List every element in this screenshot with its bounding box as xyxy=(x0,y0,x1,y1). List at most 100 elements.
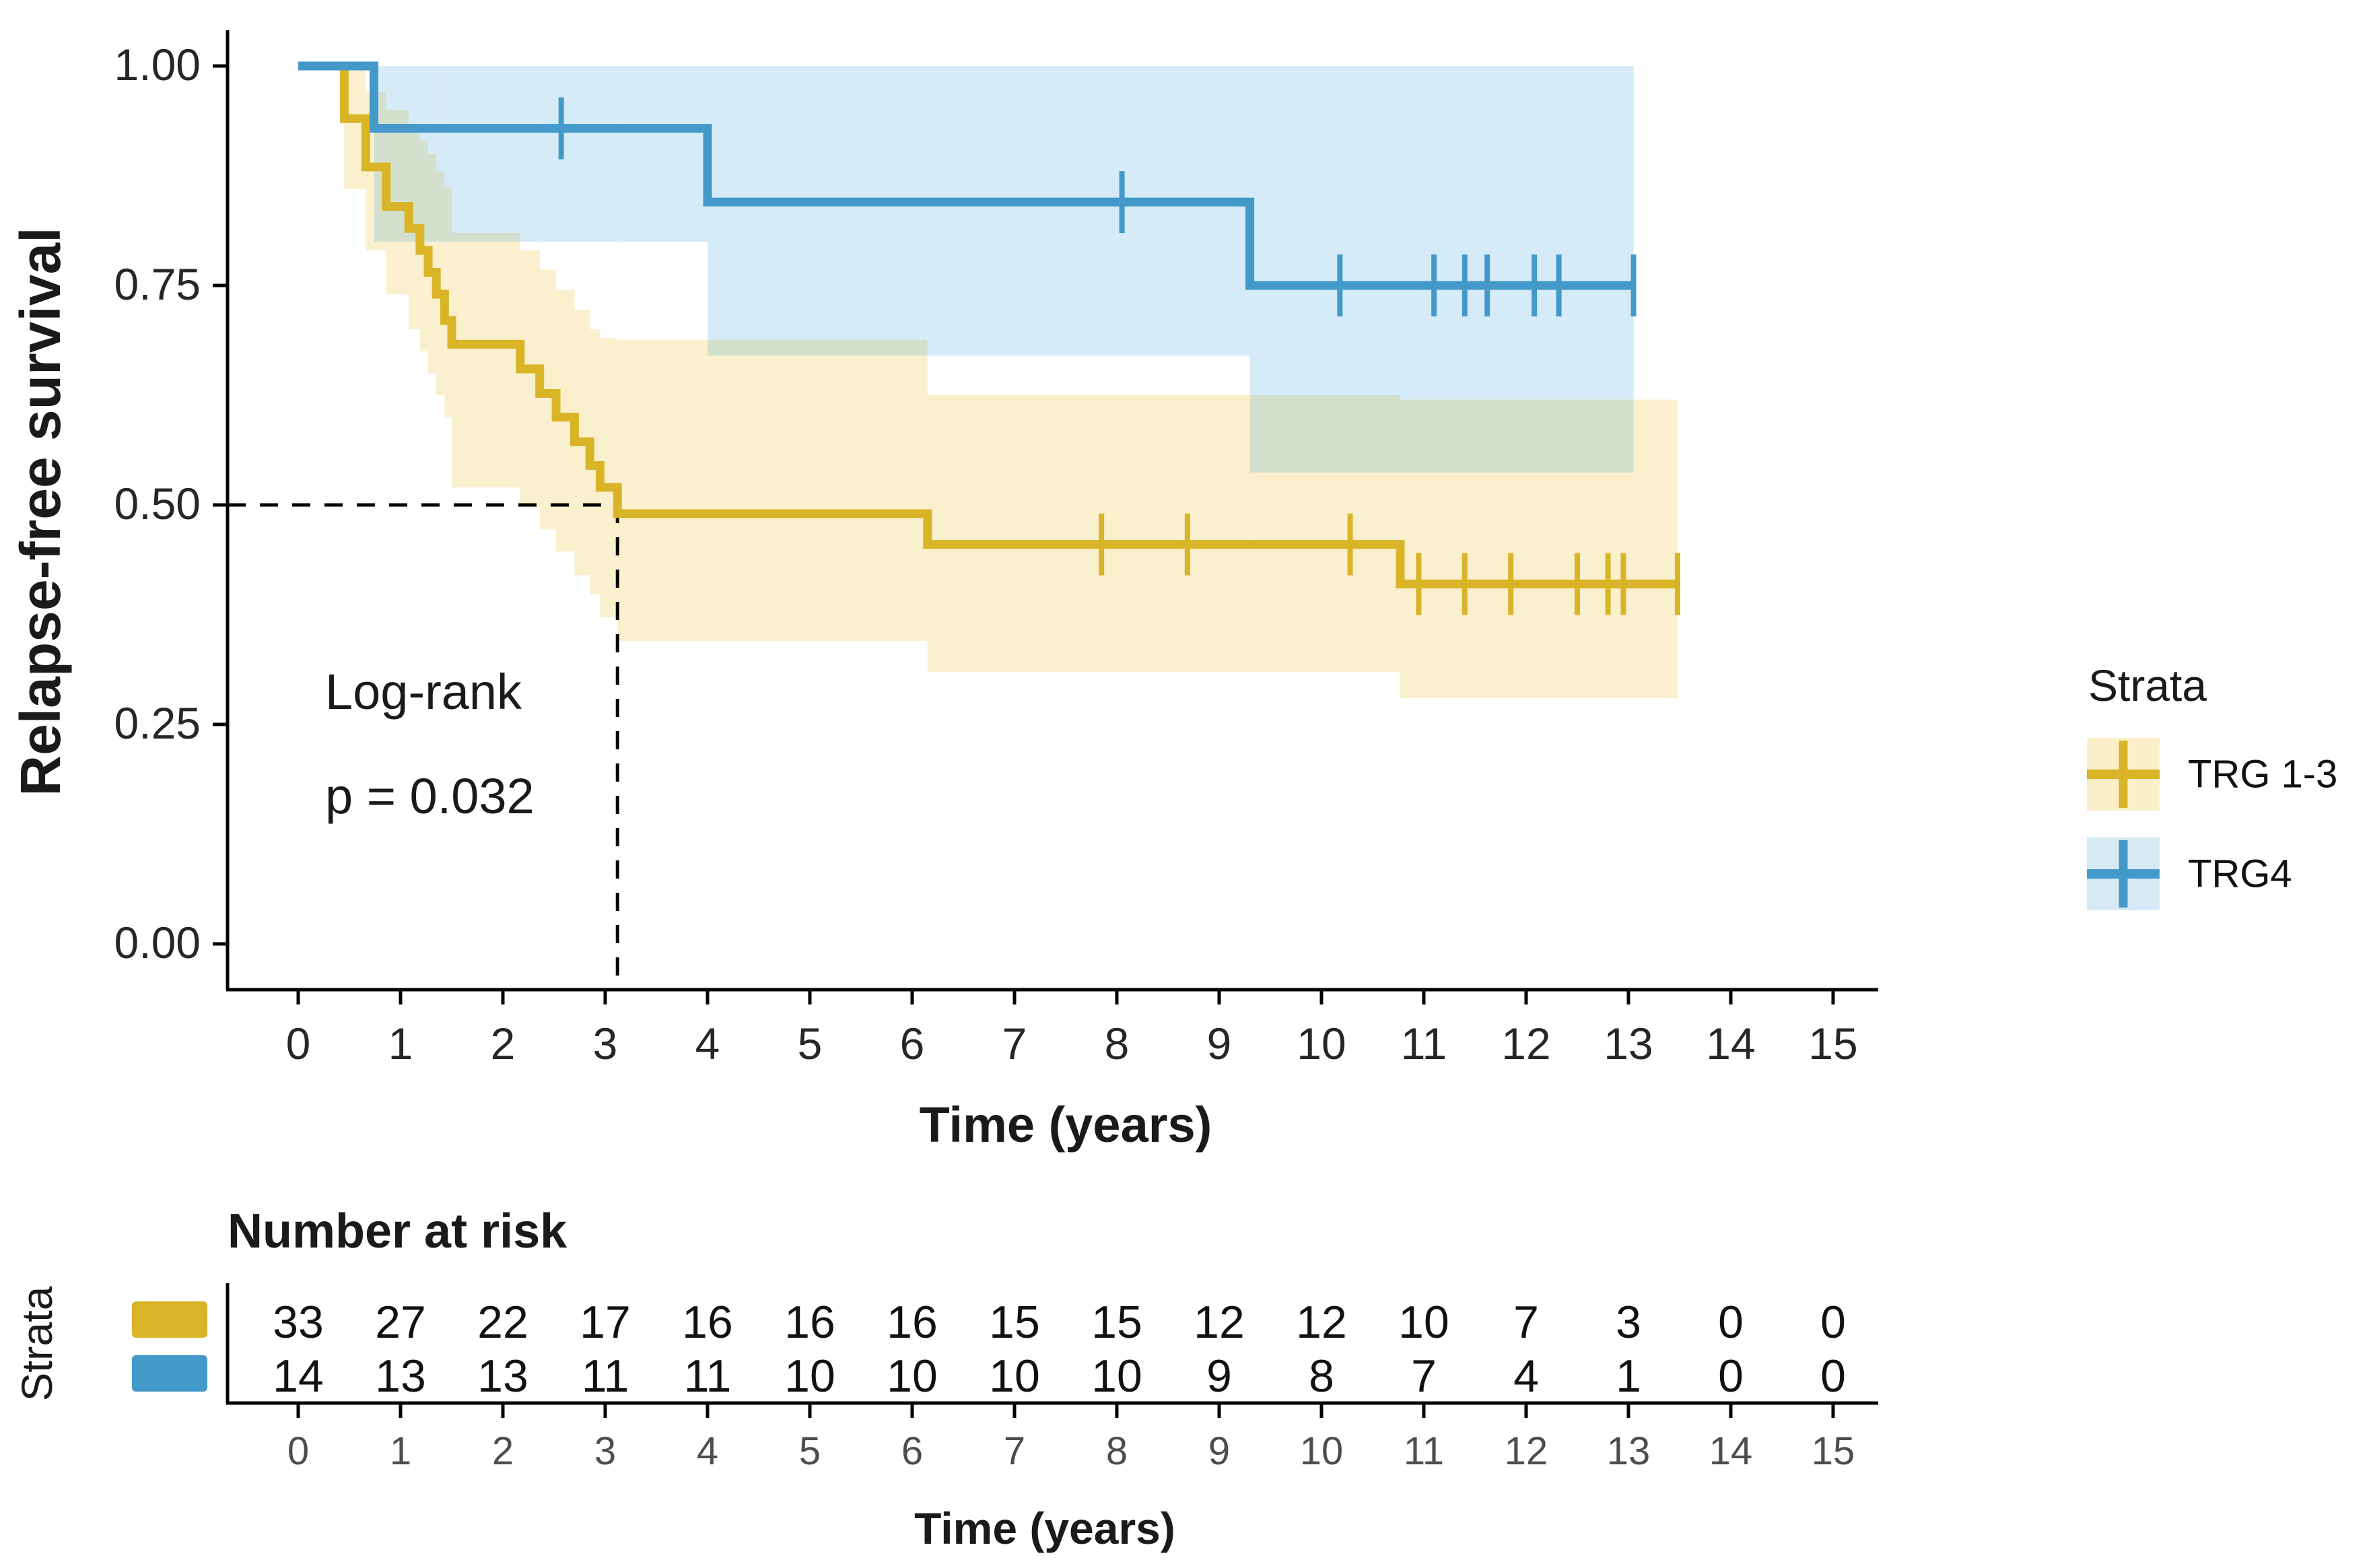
trg4-confidence-band xyxy=(520,66,540,242)
trg4-confidence-band xyxy=(927,66,1250,356)
risk-count: 10 xyxy=(1091,1351,1142,1402)
risk-count: 0 xyxy=(1718,1351,1744,1402)
risk-table-axes xyxy=(226,1283,1878,1418)
trg13-key-icon xyxy=(2087,738,2160,811)
trg4-key-icon xyxy=(2087,838,2160,910)
trg13-confidence-band xyxy=(927,395,1250,672)
risk-count: 12 xyxy=(1194,1297,1245,1348)
risk-axis-tick-label: 4 xyxy=(696,1429,719,1473)
trg4-confidence-band xyxy=(590,66,600,242)
risk-axis-tick-label: 5 xyxy=(798,1429,821,1473)
x-tick-label: 15 xyxy=(1808,1019,1858,1068)
risk-count: 9 xyxy=(1206,1351,1232,1402)
band-overlap-region xyxy=(708,339,928,356)
risk-axis-tick-label: 6 xyxy=(901,1429,924,1473)
risk-count: 15 xyxy=(1091,1297,1142,1348)
band-overlap-region xyxy=(452,232,520,242)
band-overlap-region xyxy=(428,154,437,242)
risk-axis-tick-label: 2 xyxy=(491,1429,514,1473)
risk-count: 10 xyxy=(1398,1297,1449,1348)
trg4-confidence-band xyxy=(708,66,928,356)
risk-axis-tick-label: 14 xyxy=(1709,1429,1753,1473)
risk-table-title: Number at risk xyxy=(228,1204,568,1258)
risk-count: 3 xyxy=(1616,1297,1641,1348)
x-tick-label: 11 xyxy=(1400,1019,1447,1068)
trg4-confidence-band xyxy=(600,66,618,242)
risk-count: 0 xyxy=(1718,1297,1744,1348)
x-tick-label: 14 xyxy=(1706,1019,1756,1068)
trg13-survival-curve xyxy=(298,61,1678,588)
x-tick-label: 7 xyxy=(1002,1019,1027,1068)
x-tick-label: 13 xyxy=(1604,1019,1653,1068)
trg13-confidence-band xyxy=(452,232,520,487)
median-guide-lines xyxy=(228,503,619,990)
trg13-censor-marks xyxy=(1099,513,1680,615)
x-tick-label: 2 xyxy=(490,1019,516,1068)
x-tick-label: 4 xyxy=(695,1019,720,1068)
legend-item-label: TRG 1-3 xyxy=(2188,752,2338,796)
risk-axis-tick-label: 7 xyxy=(1003,1429,1026,1473)
logrank-annotation: Log-rank xyxy=(325,664,522,720)
legend-title: Strata xyxy=(2088,660,2207,710)
risk-count: 8 xyxy=(1309,1351,1334,1402)
risk-axis-tick-label: 15 xyxy=(1811,1429,1855,1473)
risk-count: 10 xyxy=(887,1351,938,1402)
x-tick-label: 1 xyxy=(388,1019,413,1068)
risk-count: 7 xyxy=(1411,1351,1437,1402)
legend-item-label: TRG4 xyxy=(2188,852,2292,896)
y-tick-label: 0.50 xyxy=(114,479,201,529)
x-tick-label: 10 xyxy=(1297,1019,1346,1068)
risk-count: 13 xyxy=(477,1351,528,1402)
risk-count: 14 xyxy=(273,1351,324,1402)
risk-axis-tick-label: 11 xyxy=(1403,1429,1445,1473)
trg4-confidence-band xyxy=(574,66,590,242)
legend-item-trg4: TRG4 xyxy=(2073,838,2373,910)
risk-axis-tick-label: 3 xyxy=(594,1429,617,1473)
risk-count: 10 xyxy=(989,1351,1040,1402)
trg4-confidence-band xyxy=(617,66,708,242)
x-tick-label: 0 xyxy=(285,1019,311,1068)
risk-count: 16 xyxy=(887,1297,938,1348)
y-tick-label: 0.00 xyxy=(114,918,201,967)
risk-count: 7 xyxy=(1513,1297,1539,1348)
confidence-bands xyxy=(344,66,1678,698)
risk-axis-tick-label: 12 xyxy=(1504,1429,1548,1473)
trg4-survival-curve xyxy=(298,61,1634,290)
trg4-confidence-band xyxy=(452,66,520,242)
band-overlap-region xyxy=(436,171,445,242)
risk-count: 10 xyxy=(784,1351,835,1402)
risk-count: 27 xyxy=(375,1297,426,1348)
axes xyxy=(213,30,1878,1004)
risk-count: 11 xyxy=(581,1351,629,1402)
trg13-confidence-band xyxy=(708,339,928,642)
risk-axis-tick-label: 8 xyxy=(1105,1429,1128,1473)
risk-count: 11 xyxy=(683,1351,732,1402)
risk-axis-tick-label: 0 xyxy=(287,1429,310,1473)
risk-count: 13 xyxy=(375,1351,426,1402)
risk-count: 16 xyxy=(784,1297,835,1348)
risk-count: 15 xyxy=(989,1297,1040,1348)
x-tick-label: 6 xyxy=(899,1019,925,1068)
risk-axis-tick-label: 10 xyxy=(1299,1429,1344,1473)
risk-count: 33 xyxy=(273,1297,324,1348)
trg13-confidence-band xyxy=(617,339,708,642)
y-tick-label: 1.00 xyxy=(114,40,201,90)
risk-count: 4 xyxy=(1513,1351,1539,1402)
x-tick-label: 12 xyxy=(1501,1019,1551,1068)
risk-table-strata-label: Strata xyxy=(13,1286,61,1402)
risk-count: 0 xyxy=(1820,1351,1846,1402)
risk-count: 1 xyxy=(1616,1351,1641,1402)
x-tick-label: 3 xyxy=(592,1019,618,1068)
trg13-confidence-band xyxy=(1633,399,1678,698)
pvalue-annotation: p = 0.032 xyxy=(325,768,535,824)
trg4-censor-marks xyxy=(558,97,1637,316)
band-overlap-region xyxy=(1400,399,1634,473)
risk-axis-tick-label: 13 xyxy=(1606,1429,1651,1473)
x-axis-title: Time (years) xyxy=(919,1097,1212,1153)
band-overlap-region xyxy=(419,140,429,242)
risk-count: 22 xyxy=(477,1297,528,1348)
risk-axis-tick-label: 9 xyxy=(1208,1429,1231,1473)
trg4-confidence-band xyxy=(444,66,452,242)
